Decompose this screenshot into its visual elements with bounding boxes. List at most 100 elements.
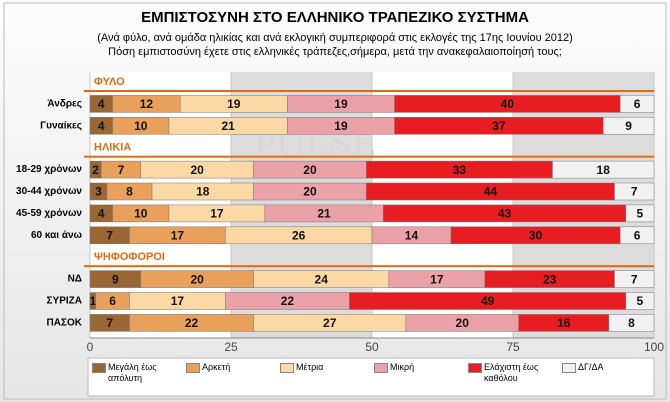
bar-segment [619, 226, 655, 245]
data-label: 30 [529, 228, 543, 242]
legend-swatch [280, 363, 294, 373]
y-tick-label: 60 και άνω [31, 230, 83, 241]
data-label: 3 [95, 185, 102, 199]
data-label: 37 [492, 119, 506, 133]
data-label: 23 [543, 272, 557, 286]
data-label: 19 [227, 97, 241, 111]
data-label: 7 [631, 185, 638, 199]
legend-label: Μεγάλη έως απόλυτη [108, 362, 157, 383]
x-tick-label: 50 [365, 340, 379, 354]
group-underline [84, 265, 654, 268]
y-tick-label: Γυναίκες [40, 120, 82, 131]
y-tick-label: 45-59 χρόνων [16, 208, 82, 219]
legend-label: Αρκετή [202, 362, 231, 372]
data-label: 14 [405, 228, 419, 242]
bar-segment [625, 292, 655, 310]
group-underline [84, 155, 654, 158]
subtitle: (Ανά φύλο, ανά ομάδα ηλικίας και ανά εκλ… [97, 32, 573, 44]
data-label: 24 [315, 272, 329, 286]
data-label: 20 [190, 163, 204, 177]
data-label: 19 [334, 119, 348, 133]
data-label: 43 [498, 207, 512, 221]
data-label: 4 [98, 97, 105, 111]
data-label: 4 [98, 207, 105, 221]
y-tick-label: 18-29 χρόνων [16, 164, 82, 175]
legend-box [87, 357, 655, 397]
data-label: 18 [196, 185, 210, 199]
data-label: 9 [112, 272, 119, 286]
x-tick-label: 100 [644, 340, 664, 354]
data-label: 1 [89, 294, 96, 308]
data-label: 17 [210, 207, 224, 221]
legend-label: Ελάχιστη έως καθόλου [484, 362, 539, 383]
data-label: 6 [109, 294, 116, 308]
data-label: 10 [134, 207, 148, 221]
data-label: 6 [634, 228, 641, 242]
data-label: 7 [631, 272, 638, 286]
data-label: 8 [126, 185, 133, 199]
data-label: 17 [171, 228, 185, 242]
data-label: 9 [625, 119, 632, 133]
group-label: ΗΛΙΚΙΑ [94, 142, 131, 154]
data-label: 8 [628, 316, 635, 330]
data-label: 21 [317, 207, 331, 221]
bar-segment [614, 270, 655, 288]
x-tick-label: 75 [506, 340, 520, 354]
legend-item: Ελάχιστη έως καθόλου [468, 362, 560, 384]
legend-swatch [186, 363, 200, 373]
data-label: 2 [92, 163, 99, 177]
legend-item: Μεγάλη έως απόλυτη [92, 362, 184, 384]
legend-swatch [374, 363, 388, 373]
group-underline [84, 90, 654, 92]
y-tick-label: ΣΥΡΙΖΑ [47, 296, 82, 307]
data-label: 17 [171, 294, 185, 308]
data-label: 21 [222, 119, 236, 133]
legend-label: ΔΓ/ΔΑ [578, 362, 604, 372]
data-label: 27 [323, 316, 337, 330]
data-label: 40 [501, 97, 515, 111]
y-tick-label: 30-44 χρόνων [16, 186, 82, 197]
legend-item: ΔΓ/ΔΑ [562, 362, 654, 373]
chart-title: ΕΜΠΙΣΤΟΣΥΝΗ ΣΤΟ ΕΛΛΗΝΙΚΟ ΤΡΑΠΕΖΙΚΟ ΣΥΣΤΗ… [141, 9, 529, 26]
data-label: 20 [303, 185, 317, 199]
bar-segment [602, 117, 655, 135]
data-label: 12 [140, 97, 154, 111]
legend-swatch [562, 363, 576, 373]
data-label: 7 [106, 316, 113, 330]
data-label: 4 [98, 119, 105, 133]
data-label: 5 [637, 294, 644, 308]
legend-item: Αρκετή [186, 362, 278, 373]
data-label: 26 [292, 228, 306, 242]
data-label: 20 [190, 272, 204, 286]
legend-swatch [92, 363, 106, 373]
bar-segment [608, 314, 655, 332]
legend-label: Μικρή [390, 362, 415, 372]
data-label: 22 [185, 316, 199, 330]
data-label: 33 [453, 163, 467, 177]
data-label: 22 [281, 294, 295, 308]
data-label: 16 [557, 316, 571, 330]
frame [3, 2, 667, 400]
legend-swatch [468, 363, 482, 373]
data-label: 49 [481, 294, 495, 308]
data-label: 44 [484, 185, 498, 199]
group-label: ΨΗΦΟΦΟΡΟΙ [94, 251, 165, 263]
legend-label: Μέτρια [296, 362, 324, 372]
data-label: 7 [106, 228, 113, 242]
bar-segment [625, 204, 655, 223]
data-label: 10 [134, 119, 148, 133]
legend-item: Μικρή [374, 362, 466, 373]
y-tick-label: ΠΑΣΟΚ [47, 318, 83, 329]
group-label: ΦΥΛΟ [94, 76, 125, 88]
data-label: 6 [634, 97, 641, 111]
data-label: 17 [430, 272, 444, 286]
data-label: 18 [597, 163, 611, 177]
question: Πόση εμπιστοσύνη έχετε στις ελληνικές τρ… [108, 46, 562, 58]
data-label: 20 [456, 316, 470, 330]
bar-segment [552, 160, 655, 179]
x-tick-label: 25 [224, 340, 238, 354]
y-tick-label: Άνδρες [47, 99, 82, 110]
y-tick-label: ΝΔ [68, 274, 82, 285]
